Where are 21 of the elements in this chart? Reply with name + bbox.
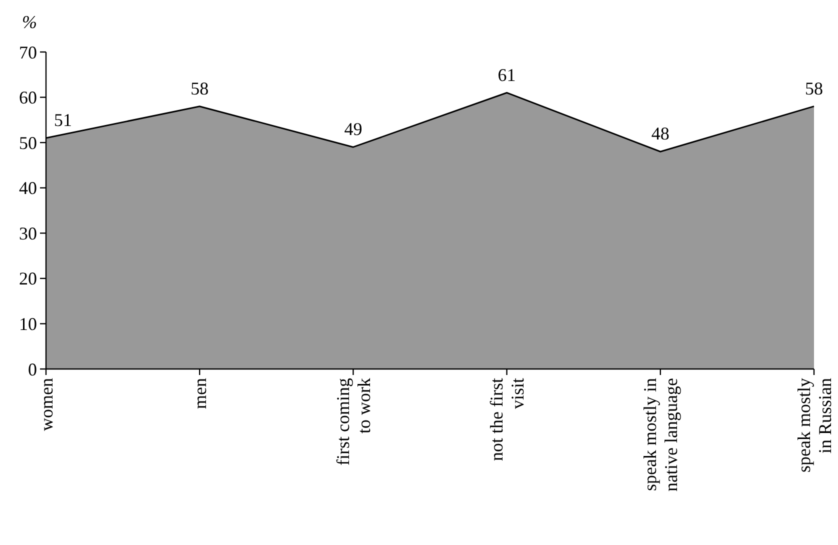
- data-label: 49: [344, 119, 362, 140]
- y-tick-label: 20: [19, 268, 37, 289]
- x-tick-label: not the first visit: [486, 378, 528, 461]
- y-tick-label: 30: [19, 223, 37, 244]
- y-tick-label: 50: [19, 132, 37, 153]
- y-axis-title: %: [22, 12, 37, 32]
- y-tick-label: 10: [19, 314, 37, 334]
- x-tick-label: speak mostly in native language: [640, 378, 682, 492]
- y-tick-label: 40: [19, 178, 37, 198]
- data-label: 61: [498, 64, 516, 85]
- x-tick-label: first coming to work: [333, 378, 374, 466]
- x-tick-label: speak mostly in Russian: [794, 378, 835, 472]
- y-tick-label: 0: [28, 359, 37, 380]
- data-label: 51: [54, 110, 72, 130]
- x-tick-label: women: [36, 378, 56, 431]
- y-tick-label: 70: [19, 42, 37, 62]
- data-label: 58: [805, 78, 823, 98]
- y-tick-label: 60: [19, 88, 37, 108]
- data-label: 58: [190, 78, 209, 98]
- data-label: 48: [651, 124, 670, 144]
- x-tick-label: men: [190, 378, 210, 409]
